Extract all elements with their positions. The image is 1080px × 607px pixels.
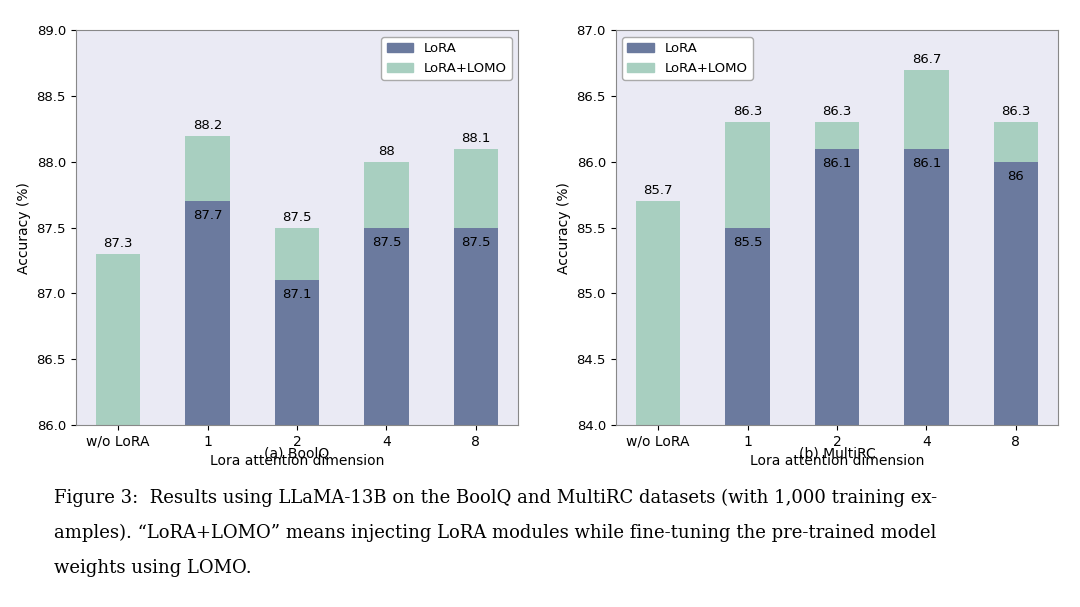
Text: 87.5: 87.5 (372, 236, 401, 248)
Bar (904, 149, 949, 425)
Text: 87.5: 87.5 (461, 236, 490, 248)
Bar (636, 202, 680, 425)
Text: 86.3: 86.3 (822, 106, 852, 118)
Text: 86.3: 86.3 (1001, 106, 1030, 118)
Text: 86.1: 86.1 (822, 157, 852, 169)
Text: 88.1: 88.1 (461, 132, 490, 144)
Bar (454, 149, 498, 228)
Legend: LoRA, LoRA+LOMO: LoRA, LoRA+LOMO (381, 37, 512, 80)
Bar (364, 228, 409, 425)
Text: weights using LOMO.: weights using LOMO. (54, 559, 252, 577)
Text: 86.1: 86.1 (912, 157, 941, 169)
Bar (725, 228, 770, 425)
Bar (814, 149, 860, 425)
Text: 88.2: 88.2 (193, 118, 222, 132)
Y-axis label: Accuracy (%): Accuracy (%) (557, 181, 571, 274)
Text: 87.1: 87.1 (282, 288, 312, 301)
Legend: LoRA, LoRA+LOMO: LoRA, LoRA+LOMO (622, 37, 753, 80)
Bar (96, 254, 140, 425)
Bar (814, 123, 860, 149)
Text: 86: 86 (1008, 170, 1024, 183)
Text: amples). “LoRA+LOMO” means injecting LoRA modules while fine-tuning the pre-trai: amples). “LoRA+LOMO” means injecting LoR… (54, 524, 936, 542)
X-axis label: Lora attention dimension: Lora attention dimension (210, 454, 384, 468)
Bar (904, 70, 949, 149)
Text: 88: 88 (378, 145, 395, 158)
Bar (994, 123, 1038, 162)
Text: (b) MultiRC: (b) MultiRC (798, 446, 876, 460)
Text: 87.5: 87.5 (282, 211, 312, 223)
Text: Figure 3:  Results using LLaMA-13B on the BoolQ and MultiRC datasets (with 1,000: Figure 3: Results using LLaMA-13B on the… (54, 489, 937, 507)
Text: 87.3: 87.3 (104, 237, 133, 250)
Bar (274, 280, 320, 425)
X-axis label: Lora attention dimension: Lora attention dimension (750, 454, 924, 468)
Text: 86.3: 86.3 (733, 106, 762, 118)
Bar (185, 202, 230, 425)
Bar (185, 135, 230, 202)
Text: 87.7: 87.7 (193, 209, 222, 222)
Bar (994, 162, 1038, 425)
Bar (454, 228, 498, 425)
Bar (364, 162, 409, 228)
Text: 86.7: 86.7 (912, 53, 941, 66)
Text: 85.5: 85.5 (733, 236, 762, 248)
Y-axis label: Accuracy (%): Accuracy (%) (17, 181, 31, 274)
Text: 85.7: 85.7 (644, 185, 673, 197)
Bar (725, 123, 770, 228)
Text: (a) BoolQ: (a) BoolQ (265, 446, 329, 460)
Bar (274, 228, 320, 280)
